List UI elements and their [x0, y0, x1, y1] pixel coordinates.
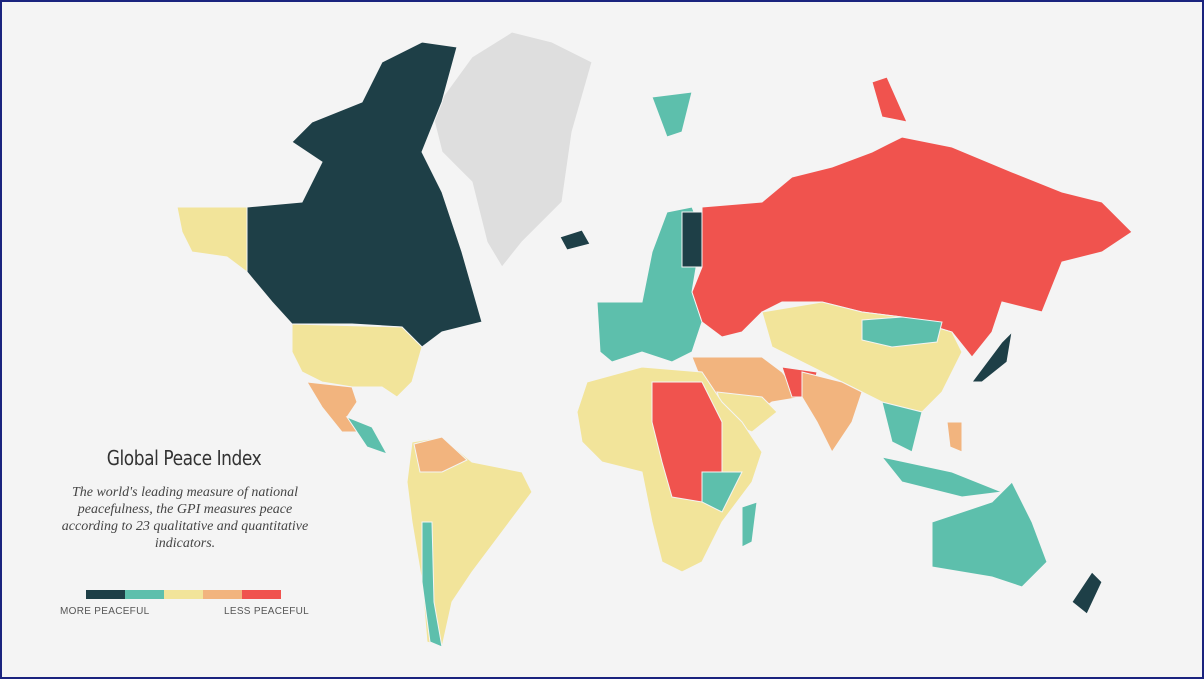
finland [681, 211, 703, 268]
south-america [406, 436, 533, 648]
greenland [431, 31, 593, 268]
legend-label: MORE PEACEFUL [60, 606, 150, 617]
title: Global Peace Index [106, 446, 262, 470]
australia [931, 481, 1048, 588]
east-africa [701, 471, 743, 513]
description: The world's leading measure of national … [61, 485, 309, 551]
usa [291, 323, 423, 398]
indonesia [880, 456, 1003, 498]
venezuela-colombia [413, 436, 468, 473]
svalbard [651, 91, 693, 138]
philippines [946, 421, 963, 453]
new-zealand [1071, 571, 1103, 615]
legend-swatch [203, 590, 242, 599]
alaska [176, 206, 248, 273]
legend-swatch [86, 590, 125, 599]
iceland [559, 229, 591, 251]
legend-label: LESS PEACEFUL [224, 606, 310, 617]
canada [246, 41, 483, 348]
legend-swatch [242, 590, 281, 599]
southeast-asia [881, 401, 923, 453]
central-america [345, 415, 389, 455]
chile [421, 521, 443, 648]
legend-swatch [125, 590, 164, 599]
novaya-zemlya [871, 76, 908, 123]
mongolia [861, 316, 943, 348]
russia [691, 136, 1133, 358]
japan [971, 330, 1013, 383]
legend-swatch [164, 590, 203, 599]
india [801, 371, 863, 453]
madagascar [741, 501, 758, 548]
